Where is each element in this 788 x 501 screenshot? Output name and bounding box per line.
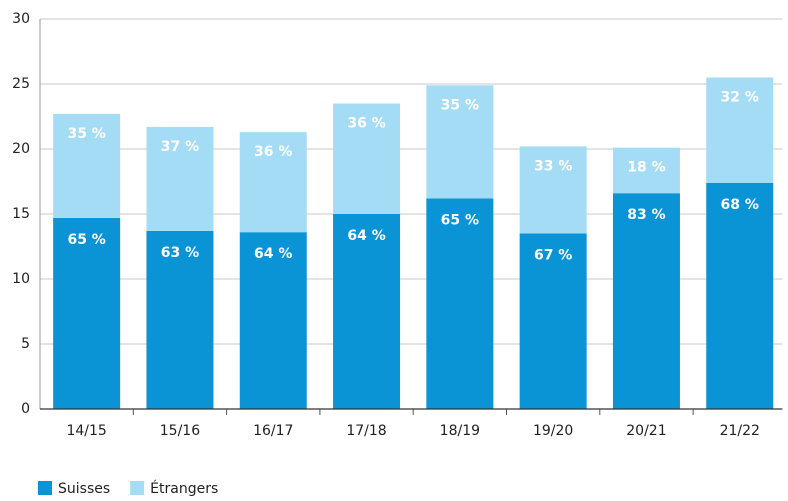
- x-tick-label: 16/17: [253, 423, 293, 439]
- bar-segment: [519, 233, 587, 409]
- y-tick-label: 15: [12, 206, 30, 222]
- bar-segment: [53, 113, 121, 218]
- bar-segment: [239, 132, 307, 233]
- x-tick-label: 15/16: [160, 423, 200, 439]
- legend-label: Étrangers: [150, 480, 218, 497]
- legend-swatch: [38, 481, 52, 495]
- bar-segment: [612, 147, 680, 194]
- y-tick-label: 25: [12, 76, 30, 92]
- share-label: 33 %: [534, 158, 572, 174]
- y-tick-label: 5: [21, 336, 30, 352]
- bar-segment: [612, 193, 680, 409]
- bar-segment: [426, 198, 494, 409]
- y-tick-label: 20: [12, 141, 30, 157]
- bar-segment: [333, 103, 401, 214]
- share-label: 65 %: [441, 212, 479, 228]
- share-label: 63 %: [161, 245, 199, 261]
- y-tick-label: 30: [12, 11, 30, 27]
- bar-segment: [333, 214, 401, 409]
- bar-segment: [426, 85, 494, 199]
- bar-segment: [146, 230, 214, 409]
- share-label: 65 %: [67, 232, 105, 248]
- x-tick-label: 18/19: [440, 423, 480, 439]
- share-label: 18 %: [627, 160, 665, 176]
- x-tick-label: 21/22: [720, 423, 760, 439]
- share-label: 64 %: [254, 246, 292, 262]
- bar-segment: [53, 217, 121, 409]
- x-tick-label: 14/15: [66, 423, 106, 439]
- share-label: 67 %: [534, 248, 572, 264]
- share-label: 68 %: [721, 197, 759, 213]
- bar-segment: [519, 146, 587, 234]
- legend-swatch: [130, 481, 145, 495]
- bar-segment: [706, 77, 774, 183]
- share-label: 83 %: [627, 207, 665, 223]
- x-tick-label: 19/20: [533, 423, 573, 439]
- bar-segment: [146, 126, 214, 231]
- bar-segment: [706, 182, 774, 409]
- legend-label: Suisses: [58, 481, 110, 497]
- bar-segment: [239, 232, 307, 409]
- x-tick-label: 20/21: [626, 423, 666, 439]
- x-tick-label: 17/18: [346, 423, 386, 439]
- share-label: 35 %: [441, 97, 479, 113]
- y-tick-label: 0: [21, 401, 30, 417]
- share-label: 37 %: [161, 139, 199, 155]
- share-label: 32 %: [721, 90, 759, 106]
- y-tick-label: 10: [12, 271, 30, 287]
- share-label: 35 %: [67, 126, 105, 142]
- share-label: 36 %: [347, 116, 385, 132]
- share-label: 64 %: [347, 228, 385, 244]
- share-label: 36 %: [254, 144, 292, 160]
